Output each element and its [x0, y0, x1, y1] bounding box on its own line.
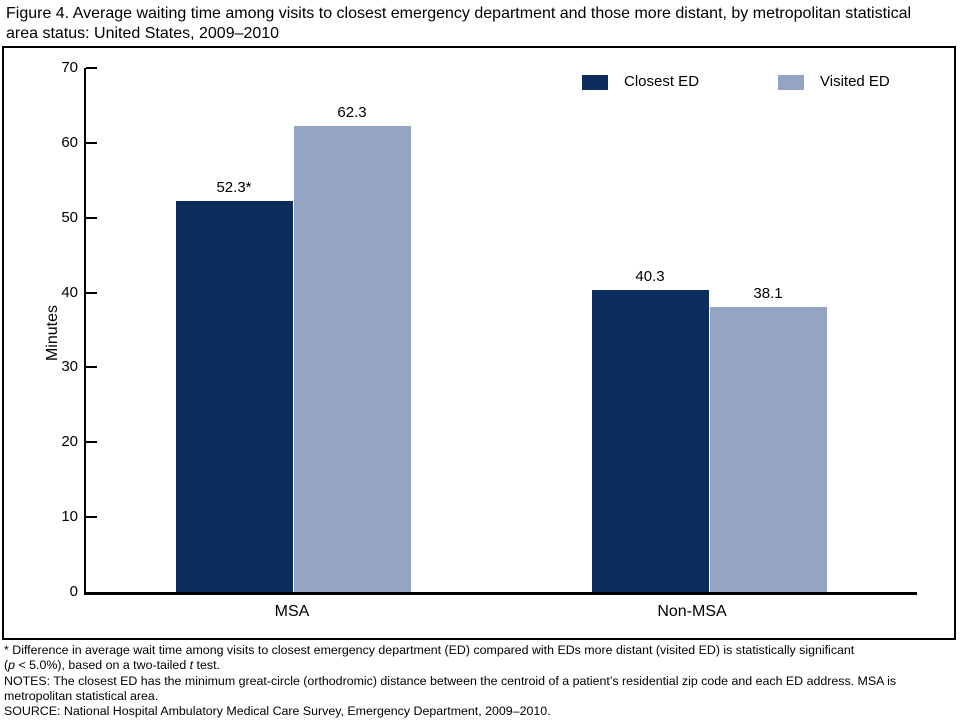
figure-title: Figure 4. Average waiting time among vis…: [6, 5, 912, 42]
footnote-notes-line1: NOTES: The closest ED has the minimum gr…: [4, 673, 897, 688]
bar-closest-ed-non-msa: [592, 290, 709, 592]
y-tick-mark: [86, 217, 97, 219]
bar-visited-ed-msa: [294, 125, 411, 592]
footnotes: * Difference in average wait time among …: [4, 643, 956, 719]
x-axis-line: [84, 592, 917, 595]
y-tick-label: 10: [61, 508, 78, 525]
y-tick-label: 30: [61, 358, 78, 375]
y-tick-label: 40: [61, 284, 78, 301]
y-axis-title: Minutes: [44, 304, 61, 362]
y-tick-label: 60: [61, 134, 78, 151]
bar-visited-ed-non-msa: [710, 306, 827, 592]
legend-label-visited-ed: Visited ED: [820, 73, 890, 90]
p-italic: p: [8, 658, 16, 673]
y-tick-mark: [86, 67, 97, 69]
bar-closest-ed-msa: [176, 200, 293, 592]
chart-frame: Closest ED Visited ED Minutes 70 60 50 4…: [2, 46, 956, 640]
footnote-notes-line2: metropolitan statistical area.: [4, 688, 159, 703]
chart-area: Closest ED Visited ED Minutes 70 60 50 4…: [4, 48, 954, 638]
y-tick-mark: [86, 292, 97, 294]
t-italic: t: [189, 658, 194, 673]
bar-value-label-visited-ed-msa: 62.3: [337, 103, 367, 121]
y-tick-mark: [86, 142, 97, 144]
legend-swatch-visited-ed: [778, 75, 804, 90]
footnote-significance-line2: (p < 5.0%), based on a two-tailed t test…: [4, 658, 220, 673]
y-axis-line: [84, 68, 86, 595]
y-tick-label: 20: [61, 433, 78, 450]
legend-label-closest-ed: Closest ED: [624, 73, 700, 90]
x-category-label-non-msa: Non-MSA: [657, 603, 727, 620]
y-tick-label: 50: [61, 209, 78, 226]
y-tick-label: 0: [69, 583, 78, 600]
legend-swatch-closest-ed: [582, 75, 608, 90]
y-tick-mark: [86, 366, 97, 368]
y-tick-mark: [86, 441, 97, 443]
bar-value-label-closest-ed-msa: 52.3*: [216, 178, 252, 196]
bar-value-label-visited-ed-non-msa: 38.1: [753, 284, 783, 302]
footnote-source: SOURCE: National Hospital Ambulatory Med…: [4, 704, 551, 719]
footnote-significance-line1: * Difference in average wait time among …: [4, 643, 855, 657]
x-category-label-msa: MSA: [274, 603, 310, 620]
y-tick-mark: [86, 516, 97, 518]
y-tick-label: 70: [61, 59, 78, 76]
bar-value-label-closest-ed-non-msa: 40.3: [635, 268, 665, 286]
